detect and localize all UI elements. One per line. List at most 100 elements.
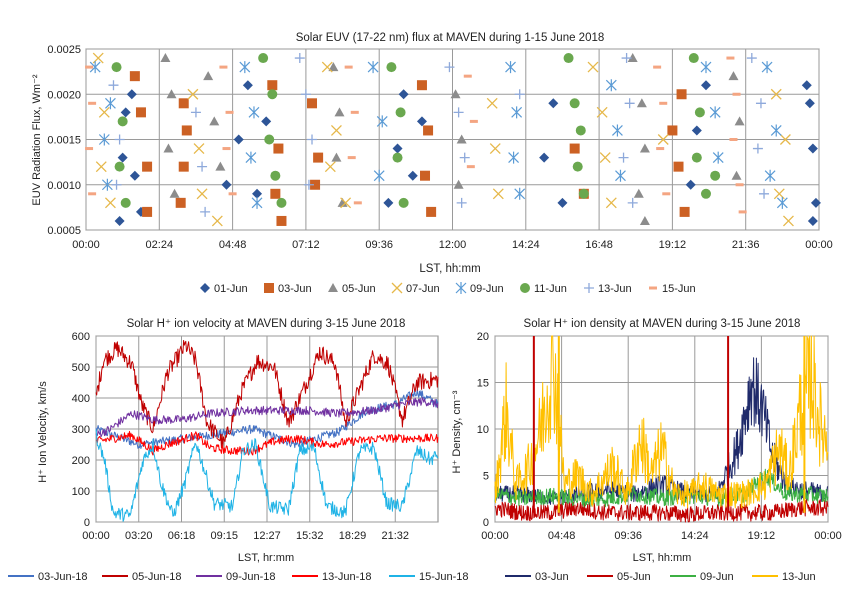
euv-point-05-Jun bbox=[169, 188, 180, 198]
euv-point-13-Jun bbox=[307, 134, 318, 145]
euv-point-11-Jun bbox=[267, 89, 278, 100]
euv-legend-label: 07-Jun bbox=[406, 283, 440, 295]
velocity-title: Solar H⁺ ion velocity at MAVEN during 3-… bbox=[127, 318, 406, 330]
euv-point-15-Jun bbox=[350, 110, 359, 114]
euv-legend-marker bbox=[200, 283, 210, 293]
euv-point-11-Jun bbox=[688, 53, 699, 64]
euv-point-11-Jun bbox=[258, 53, 269, 64]
euv-point-05-Jun bbox=[453, 179, 464, 189]
euv-point-13-Jun bbox=[190, 107, 201, 118]
density-y-axis-label: H⁺ Density, cm⁻³ bbox=[451, 390, 463, 473]
euv-point-13-Jun bbox=[111, 179, 122, 190]
euv-point-07-Jun bbox=[596, 106, 608, 118]
euv-point-11-Jun bbox=[398, 197, 409, 208]
density-y-tick-label: 0 bbox=[483, 517, 489, 529]
euv-point-07-Jun bbox=[657, 134, 669, 145]
euv-point-07-Jun bbox=[324, 161, 336, 173]
euv-point-07-Jun bbox=[330, 124, 342, 136]
velocity-x-tick-label: 15:32 bbox=[296, 530, 324, 542]
euv-x-tick-label: 16:48 bbox=[585, 239, 613, 251]
euv-point-03-Jun bbox=[673, 161, 684, 172]
euv-point-05-Jun bbox=[456, 134, 467, 144]
euv-point-03-Jun bbox=[676, 89, 687, 100]
euv-point-13-Jun bbox=[459, 152, 470, 163]
euv-point-03-Jun bbox=[175, 197, 186, 208]
euv-x-tick-label: 00:00 bbox=[72, 239, 100, 251]
euv-point-09-Jun bbox=[761, 61, 773, 74]
euv-point-01-Jun bbox=[557, 197, 568, 208]
euv-point-09-Jun bbox=[712, 151, 724, 164]
density-y-tick-label: 20 bbox=[477, 331, 489, 343]
velocity-y-tick-label: 500 bbox=[72, 362, 90, 374]
euv-point-09-Jun bbox=[245, 151, 257, 164]
euv-point-15-Jun bbox=[85, 147, 94, 151]
euv-point-15-Jun bbox=[88, 192, 97, 196]
velocity-y-axis-label: H⁺ Ion Velocity, km/s bbox=[37, 381, 49, 483]
euv-point-07-Jun bbox=[321, 61, 333, 73]
euv-point-05-Jun bbox=[633, 188, 644, 198]
velocity-line-15-Jun-18 bbox=[95, 429, 439, 522]
euv-point-03-Jun bbox=[667, 125, 678, 136]
euv-point-01-Jun bbox=[810, 197, 821, 208]
euv-point-11-Jun bbox=[569, 98, 580, 109]
euv-point-01-Jun bbox=[252, 188, 263, 199]
velocity-x-tick-label: 06:18 bbox=[168, 530, 196, 542]
euv-x-tick-label: 09:36 bbox=[365, 239, 393, 251]
velocity-x-tick-label: 18:29 bbox=[339, 530, 367, 542]
velocity-line-09-Jun-18 bbox=[95, 396, 439, 438]
euv-point-03-Jun bbox=[142, 161, 153, 172]
euv-point-07-Jun bbox=[587, 61, 599, 73]
euv-point-01-Jun bbox=[416, 116, 427, 127]
euv-point-15-Jun bbox=[656, 147, 665, 151]
euv-y-tick-label: 0.0025 bbox=[47, 44, 81, 56]
euv-point-03-Jun bbox=[679, 206, 690, 217]
euv-point-01-Jun bbox=[383, 197, 394, 208]
velocity-legend-label: 03-Jun-18 bbox=[38, 571, 88, 583]
euv-point-05-Jun bbox=[728, 71, 739, 81]
euv-point-01-Jun bbox=[700, 80, 711, 91]
euv-point-03-Jun bbox=[267, 80, 278, 91]
density-x-tick-label: 00:00 bbox=[481, 530, 509, 542]
euv-point-03-Jun bbox=[178, 161, 189, 172]
euv-point-01-Jun bbox=[804, 98, 815, 109]
euv-point-07-Jun bbox=[489, 143, 501, 155]
euv-point-07-Jun bbox=[782, 215, 794, 227]
density-legend: 03-Jun 05-Jun 09-Jun 13-Jun bbox=[505, 571, 816, 583]
euv-point-03-Jun bbox=[129, 71, 140, 82]
euv-point-15-Jun bbox=[219, 65, 228, 69]
euv-point-03-Jun bbox=[569, 143, 580, 154]
euv-x-tick-label: 12:00 bbox=[439, 239, 467, 251]
euv-point-11-Jun bbox=[578, 188, 589, 199]
euv-legend-label: 11-Jun bbox=[534, 283, 567, 295]
euv-point-05-Jun bbox=[166, 89, 177, 99]
euv-point-07-Jun bbox=[95, 161, 107, 173]
euv-point-03-Jun bbox=[423, 125, 434, 136]
velocity-y-tick-label: 200 bbox=[72, 455, 90, 467]
euv-point-03-Jun bbox=[178, 98, 189, 109]
density-y-ticks: 0 5 10 15 20 bbox=[477, 331, 489, 529]
euv-y-axis-label: EUV Radiation Flux, Wm⁻² bbox=[31, 74, 43, 205]
euv-y-tick-label: 0.0005 bbox=[47, 225, 81, 237]
euv-point-05-Jun bbox=[639, 215, 650, 225]
euv-point-05-Jun bbox=[163, 143, 174, 153]
euv-point-03-Jun bbox=[426, 206, 437, 217]
euv-point-13-Jun bbox=[200, 206, 211, 217]
density-line-05-Jun bbox=[494, 499, 829, 523]
euv-point-01-Jun bbox=[242, 80, 253, 91]
velocity-line-05-Jun-18 bbox=[95, 340, 439, 449]
euv-point-15-Jun bbox=[659, 101, 668, 105]
density-x-tick-label: 04:48 bbox=[548, 530, 576, 542]
euv-point-07-Jun bbox=[211, 215, 223, 227]
euv-point-15-Jun bbox=[222, 147, 231, 151]
euv-point-01-Jun bbox=[398, 89, 409, 100]
euv-point-05-Jun bbox=[731, 170, 742, 180]
density-legend-label: 05-Jun bbox=[617, 571, 651, 583]
density-x-ticks: 00:00 04:48 09:36 14:24 19:12 00:00 bbox=[481, 530, 842, 542]
euv-point-03-Jun bbox=[142, 206, 153, 217]
velocity-legend-label: 09-Jun-18 bbox=[226, 571, 276, 583]
euv-x-tick-label: 19:12 bbox=[659, 239, 687, 251]
euv-point-15-Jun bbox=[469, 119, 478, 123]
euv-point-13-Jun bbox=[755, 98, 766, 109]
